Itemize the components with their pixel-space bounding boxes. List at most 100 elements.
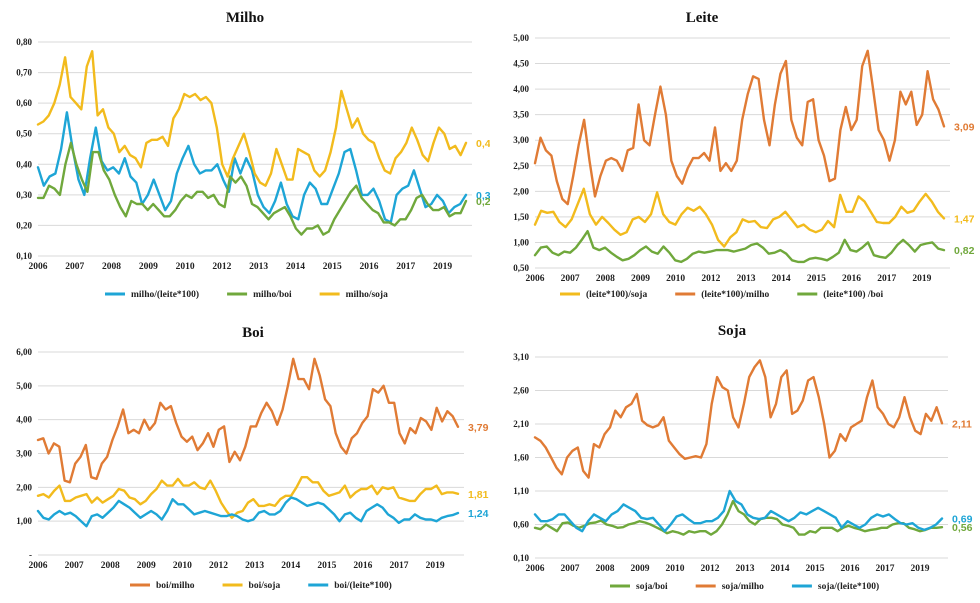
- x-tick-label: 2015: [317, 561, 336, 571]
- y-tick-label: 2,00: [16, 482, 32, 492]
- x-tick-label: 2007: [561, 274, 580, 284]
- series-line-soja-milho: [533, 359, 944, 479]
- end-value-label: 0,69: [952, 513, 973, 525]
- x-tick-label: 2015: [323, 262, 342, 272]
- x-tick-label: 2009: [137, 561, 156, 571]
- series-line-boi-milho: [36, 357, 460, 484]
- x-tick-label: 2013: [249, 262, 268, 272]
- x-tick-label: 2009: [631, 564, 650, 574]
- y-tick-label: 3,00: [16, 449, 32, 459]
- x-tick-label: 2014: [281, 561, 300, 571]
- chart-boi-svg: Boi - 1,00 2,00 3,00 4,00 5,00 6,00 2006 2007 2008…: [16, 325, 489, 591]
- legend-label: soja/(leite*100): [818, 581, 879, 592]
- x-tick-label: 2008: [101, 561, 120, 571]
- series-line-boi-leite-100: [36, 496, 460, 528]
- x-tick-label: 2008: [596, 564, 615, 574]
- end-value-label: 1,47: [954, 213, 975, 225]
- y-tick-label: 2,60: [513, 386, 529, 396]
- chart-milho-svg: Milho 0,10 0,20 0,30 0,40 0,50 0,60 0,70 0,80 200…: [16, 10, 490, 300]
- y-tick-label: 5,00: [16, 381, 32, 391]
- series-line-leite-100-boi: [533, 229, 946, 264]
- chart-soja-svg: Soja 0,10 0,60 1,10 1,60 2,10 2,60 3,10 2006 2007…: [513, 323, 973, 592]
- y-tick-label: 0,40: [16, 159, 32, 169]
- y-tick-label: 1,60: [513, 453, 529, 463]
- y-tick-label: 1,00: [16, 516, 32, 526]
- legend-label: milho/soja: [346, 290, 388, 300]
- legend-label: (leite*100)/milho: [701, 289, 769, 300]
- y-tick-label: 2,10: [513, 419, 529, 429]
- x-tick-label: 2012: [701, 274, 720, 284]
- x-tick-label: 2016: [841, 564, 860, 574]
- y-tick-label: 0,70: [16, 68, 32, 78]
- y-tick-label: 4,00: [513, 84, 529, 94]
- y-tick-label: 0,20: [16, 220, 32, 230]
- end-value-label: 2,11: [952, 418, 972, 430]
- y-tick-label: 1,50: [513, 212, 529, 222]
- chart-title: Boi: [242, 325, 264, 341]
- x-tick-label: 2007: [65, 262, 84, 272]
- series-line-milho-leite-100: [36, 111, 468, 224]
- x-tick-label: 2016: [842, 274, 861, 284]
- chart-title: Leite: [686, 10, 719, 26]
- end-value-label: 1,24: [468, 508, 489, 520]
- legend-label: boi/(leite*100): [334, 580, 392, 591]
- y-tick-label: 0,10: [16, 251, 32, 261]
- y-tick-label: 0,80: [16, 37, 32, 47]
- x-tick-label: 2006: [526, 564, 545, 574]
- x-tick-label: 2015: [807, 274, 826, 284]
- x-tick-label: 2013: [736, 564, 755, 574]
- y-tick-label: 2,50: [513, 161, 529, 171]
- x-tick-label: 2019: [911, 564, 930, 574]
- y-tick-label: 3,10: [513, 352, 529, 362]
- x-tick-label: 2010: [176, 262, 195, 272]
- y-tick-label: 3,00: [513, 135, 529, 145]
- x-tick-label: 2007: [561, 564, 580, 574]
- x-tick-label: 2006: [29, 262, 48, 272]
- end-value-label: 0,28: [476, 196, 490, 208]
- x-tick-label: 2014: [771, 564, 790, 574]
- x-tick-label: 2017: [390, 561, 409, 571]
- y-tick-label: -: [29, 550, 32, 560]
- x-tick-label: 2019: [433, 262, 452, 272]
- y-tick-label: 0,60: [16, 98, 32, 108]
- chart-soja: Soja 0,10 0,60 1,10 1,60 2,10 2,60 3,10 2006 2007…: [490, 300, 980, 600]
- legend-label: soja/milho: [722, 582, 764, 592]
- legend-label: soja/boi: [636, 582, 668, 592]
- x-tick-label: 2010: [666, 564, 685, 574]
- x-tick-label: 2015: [806, 564, 825, 574]
- chart-milho: Milho 0,10 0,20 0,30 0,40 0,50 0,60 0,70 0,80 200…: [0, 0, 490, 300]
- y-tick-label: 0,50: [513, 263, 529, 273]
- y-tick-label: 0,50: [16, 129, 32, 139]
- series-line-milho-boi: [36, 141, 468, 236]
- y-tick-label: 0,60: [513, 520, 529, 530]
- x-tick-label: 2008: [102, 262, 121, 272]
- chart-title: Soja: [718, 323, 747, 339]
- x-tick-label: 2007: [65, 561, 84, 571]
- chart-title: Milho: [226, 10, 264, 26]
- series-line-soja-boi: [533, 499, 944, 536]
- chart-leite: Leite 0,50 1,00 1,50 2,00 2,50 3,00 3,50 4,00 4,5…: [490, 0, 980, 300]
- x-tick-label: 2017: [877, 274, 896, 284]
- y-tick-label: 2,00: [513, 186, 529, 196]
- end-value-label: 0,82: [954, 245, 975, 257]
- x-tick-label: 2014: [772, 274, 791, 284]
- x-tick-label: 2019: [912, 274, 931, 284]
- legend-label: milho/(leite*100): [131, 289, 199, 300]
- legend-label: boi/soja: [249, 581, 281, 591]
- x-tick-label: 2019: [426, 561, 445, 571]
- x-tick-label: 2012: [209, 561, 228, 571]
- chart-leite-svg: Leite 0,50 1,00 1,50 2,00 2,50 3,00 3,50 4,00 4,5…: [513, 10, 975, 300]
- y-tick-label: 6,00: [16, 347, 32, 357]
- y-tick-label: 3,50: [513, 110, 529, 120]
- x-tick-label: 2016: [360, 262, 379, 272]
- legend-label: boi/milho: [156, 581, 195, 591]
- x-tick-label: 2006: [526, 274, 545, 284]
- y-tick-label: 0,30: [16, 190, 32, 200]
- y-tick-label: 1,00: [513, 237, 529, 247]
- series-line-leite-100-milho: [533, 49, 946, 206]
- end-value-label: 1,81: [468, 489, 489, 501]
- legend-label: (leite*100)/soja: [586, 289, 647, 300]
- y-tick-label: 1,10: [513, 486, 529, 496]
- x-tick-label: 2014: [286, 262, 305, 272]
- legend-label: (leite*100) /boi: [823, 289, 883, 300]
